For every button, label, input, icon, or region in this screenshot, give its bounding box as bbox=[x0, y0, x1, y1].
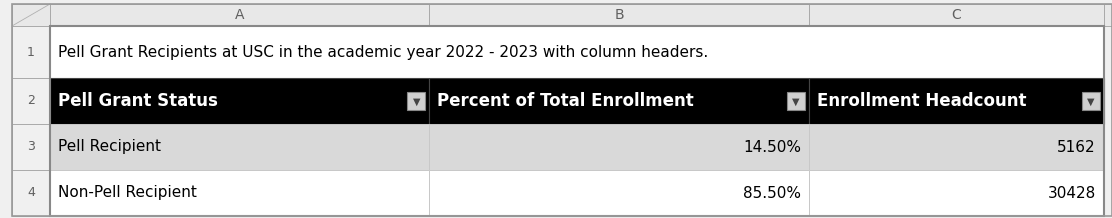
Bar bbox=[429, 78, 808, 124]
Bar bbox=[50, 4, 429, 26]
Bar bbox=[12, 4, 50, 26]
Text: Pell Recipient: Pell Recipient bbox=[58, 140, 161, 155]
Bar bbox=[50, 78, 429, 124]
Bar bbox=[808, 124, 1104, 170]
Bar bbox=[808, 4, 1104, 26]
Text: 1: 1 bbox=[27, 46, 34, 58]
Text: 14.50%: 14.50% bbox=[743, 140, 801, 155]
Bar bbox=[12, 78, 50, 124]
Bar bbox=[1082, 92, 1100, 110]
Text: 85.50%: 85.50% bbox=[743, 186, 801, 201]
Text: 3: 3 bbox=[27, 140, 34, 153]
Bar bbox=[12, 170, 50, 216]
Bar bbox=[50, 26, 1104, 216]
Text: Pell Grant Recipients at USC in the academic year 2022 - 2023 with column header: Pell Grant Recipients at USC in the acad… bbox=[58, 44, 708, 60]
Text: ▼: ▼ bbox=[413, 97, 420, 107]
Text: Percent of Total Enrollment: Percent of Total Enrollment bbox=[437, 92, 694, 110]
Text: 30428: 30428 bbox=[1048, 186, 1096, 201]
Text: ▼: ▼ bbox=[1088, 97, 1094, 107]
Bar bbox=[12, 26, 50, 78]
Bar bbox=[429, 124, 808, 170]
Text: Pell Grant Status: Pell Grant Status bbox=[58, 92, 218, 110]
Bar bbox=[787, 92, 805, 110]
Text: 5162: 5162 bbox=[1058, 140, 1096, 155]
Text: Non-Pell Recipient: Non-Pell Recipient bbox=[58, 186, 197, 201]
Bar bbox=[808, 78, 1104, 124]
Text: B: B bbox=[614, 8, 624, 22]
Text: 2: 2 bbox=[27, 94, 34, 107]
Text: C: C bbox=[952, 8, 961, 22]
Bar bbox=[50, 170, 429, 216]
Bar bbox=[1104, 4, 1112, 26]
Text: ▼: ▼ bbox=[792, 97, 800, 107]
Bar bbox=[407, 92, 426, 110]
Text: Enrollment Headcount: Enrollment Headcount bbox=[817, 92, 1026, 110]
Bar bbox=[50, 26, 1104, 78]
Bar bbox=[429, 170, 808, 216]
Bar bbox=[12, 124, 50, 170]
Bar bbox=[50, 124, 429, 170]
Text: A: A bbox=[235, 8, 245, 22]
Bar bbox=[429, 4, 808, 26]
Text: 4: 4 bbox=[27, 187, 34, 199]
Bar bbox=[808, 170, 1104, 216]
